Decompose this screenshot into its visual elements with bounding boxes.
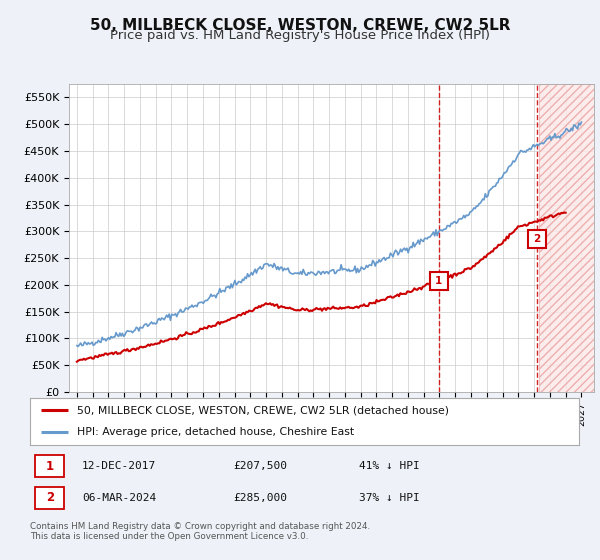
Text: 50, MILLBECK CLOSE, WESTON, CREWE, CW2 5LR (detached house): 50, MILLBECK CLOSE, WESTON, CREWE, CW2 5… (77, 405, 449, 416)
Text: 12-DEC-2017: 12-DEC-2017 (82, 461, 157, 471)
Text: 2: 2 (533, 234, 541, 244)
Text: £285,000: £285,000 (233, 493, 287, 503)
Bar (539, 84, 594, 392)
Text: 37% ↓ HPI: 37% ↓ HPI (359, 493, 420, 503)
Text: £207,500: £207,500 (233, 461, 287, 471)
Text: 06-MAR-2024: 06-MAR-2024 (82, 493, 157, 503)
Text: 2: 2 (46, 491, 54, 505)
Text: 1: 1 (46, 460, 54, 473)
Text: 41% ↓ HPI: 41% ↓ HPI (359, 461, 420, 471)
Text: Price paid vs. HM Land Registry's House Price Index (HPI): Price paid vs. HM Land Registry's House … (110, 29, 490, 42)
FancyBboxPatch shape (35, 487, 64, 509)
FancyBboxPatch shape (35, 455, 64, 477)
Text: 50, MILLBECK CLOSE, WESTON, CREWE, CW2 5LR: 50, MILLBECK CLOSE, WESTON, CREWE, CW2 5… (90, 18, 510, 33)
Text: HPI: Average price, detached house, Cheshire East: HPI: Average price, detached house, Ches… (77, 427, 354, 437)
Text: 1: 1 (435, 276, 442, 286)
Text: Contains HM Land Registry data © Crown copyright and database right 2024.
This d: Contains HM Land Registry data © Crown c… (30, 522, 370, 542)
